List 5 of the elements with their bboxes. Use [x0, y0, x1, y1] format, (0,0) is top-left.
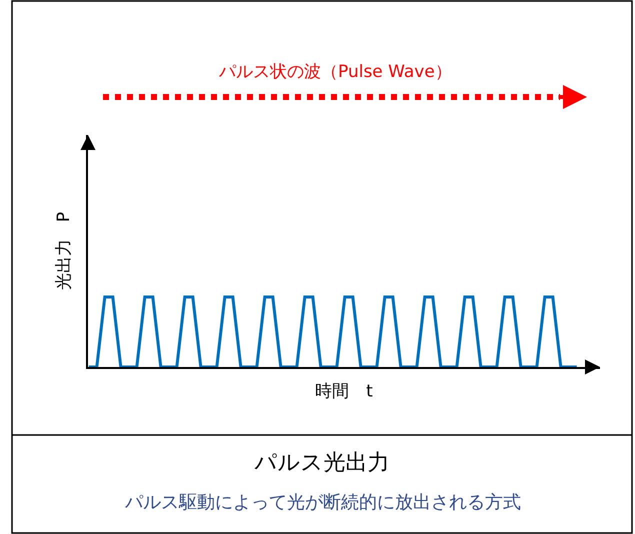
- text: パルス駆動によって光が断続的に放出される方式: [124, 492, 521, 513]
- text: パルス光出力: [254, 450, 390, 476]
- x-axis-title: 時間 t: [315, 381, 374, 402]
- y-axis-title: 光出力 P: [54, 212, 74, 290]
- text: パルス状の波（Pulse Wave）: [218, 62, 452, 82]
